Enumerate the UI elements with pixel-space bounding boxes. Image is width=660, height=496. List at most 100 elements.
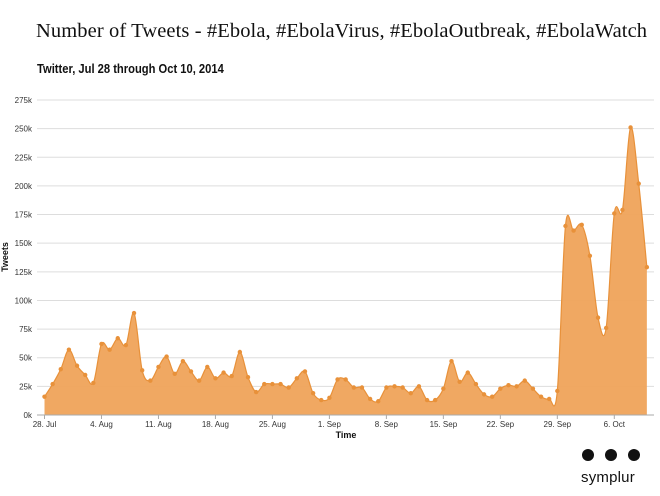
data-point: Jul 31: 57000 (66, 347, 72, 352)
data-point: Aug 20: 34000 (229, 373, 234, 379)
x-tick-label: 6. Oct (604, 420, 626, 429)
data-point: Sep 4: 24000 (351, 385, 357, 390)
data-point: Aug 18: 32000 (213, 376, 218, 381)
data-point: Aug 15: 38000 (188, 369, 194, 374)
chart-subtitle: Twitter, Jul 28 through Oct 10, 2014 (37, 61, 224, 76)
brand-name: symplur (581, 469, 635, 486)
data-point: Aug 12: 51000 (164, 354, 169, 359)
data-point: Sep 9: 25000 (392, 384, 397, 389)
data-point: Sep 27: 16000 (538, 394, 544, 399)
x-tick-label: 8. Sep (375, 420, 399, 429)
series-area-fill (44, 127, 647, 416)
data-point: Aug 21: 55000 (237, 349, 243, 355)
y-tick-label: 50k (19, 354, 33, 363)
data-point: Aug 10: 30000 (148, 378, 153, 383)
y-axis-title: Tweets (0, 242, 10, 272)
data-point: Aug 28: 32000 (294, 376, 300, 381)
data-point: Jul 30: 40000 (58, 366, 63, 372)
data-point: Aug 6: 67000 (115, 336, 120, 341)
y-tick-label: 0k (24, 411, 33, 420)
data-point: Oct 2: 166000 (579, 222, 584, 228)
data-point: Sep 19: 27000 (473, 381, 479, 387)
x-tick-label: 18. Aug (202, 420, 229, 429)
data-point: Aug 19: 37000 (221, 370, 226, 375)
data-point: Aug 2: 35000 (83, 372, 88, 378)
data-point: Sep 11: 19000 (408, 391, 413, 396)
data-point: Sep 21: 16000 (490, 394, 495, 399)
data-point: Sep 17: 29000 (457, 379, 462, 384)
x-tick-label: 11. Aug (145, 420, 172, 429)
data-point: Aug 8: 89000 (131, 310, 137, 316)
data-point: Sep 6: 14000 (367, 396, 373, 402)
data-point: Aug 26: 27000 (278, 381, 283, 387)
data-point: Aug 22: 33000 (245, 375, 251, 380)
data-point: Oct 6: 176000 (612, 211, 617, 216)
data-point: Sep 2: 31000 (335, 377, 340, 382)
y-tick-label: 200k (15, 182, 33, 191)
data-point: Sep 7: 12000 (376, 399, 381, 404)
logo-dot-icon (605, 449, 617, 461)
y-tick-label: 75k (19, 325, 33, 334)
data-point: Sep 10: 24000 (400, 385, 405, 390)
data-point: Oct 8: 251000 (628, 125, 633, 130)
y-tick-label: 250k (15, 125, 33, 134)
data-point: Aug 11: 42000 (156, 364, 161, 370)
data-point: Aug 27: 24000 (286, 385, 291, 390)
x-tick-label: 25. Aug (259, 420, 286, 429)
data-point: Sep 5: 24000 (359, 385, 365, 390)
data-point: Aug 29: 38000 (302, 369, 308, 374)
data-point: Aug 9: 39000 (139, 368, 145, 373)
data-point: Aug 5: 57000 (107, 347, 112, 352)
y-tick-label: 225k (15, 153, 33, 162)
data-point: Sep 20: 18000 (481, 392, 487, 397)
data-point: Sep 14: 13000 (433, 397, 438, 403)
data-point: Sep 29: 21000 (555, 388, 560, 394)
data-point: Aug 3: 28000 (91, 380, 96, 386)
data-point: Oct 1: 161000 (571, 228, 576, 233)
data-point: Aug 31: 13000 (319, 397, 324, 403)
x-tick-label: 1. Sep (318, 420, 342, 429)
data-point: Aug 13: 36000 (172, 371, 177, 376)
data-point: Aug 14: 47000 (180, 358, 186, 364)
data-point: Oct 7: 179000 (620, 207, 625, 213)
data-point: Aug 16: 30000 (196, 378, 202, 383)
data-point: Sep 13: 13000 (424, 397, 430, 403)
y-tick-label: 275k (15, 96, 33, 105)
x-axis-title: Time (336, 430, 357, 440)
data-point: Aug 24: 27000 (262, 381, 267, 387)
data-point: Aug 4: 62000 (99, 341, 104, 347)
data-point: Oct 3: 139000 (587, 253, 593, 258)
y-tick-label: 125k (15, 268, 33, 277)
plot-area (43, 126, 648, 416)
y-tick-label: 175k (15, 211, 33, 220)
data-point: Sep 25: 30000 (522, 378, 527, 383)
y-tick-label: 25k (19, 382, 33, 391)
data-points: Jul 28: 16000 Jul 29: 27000 Jul 30: 40000 J… (42, 125, 650, 404)
data-point: Sep 28: 14000 (546, 396, 552, 402)
x-tick-label: 28. Jul (33, 420, 57, 429)
x-tick-label: 4. Aug (90, 420, 113, 429)
x-tick-label: 15. Sep (430, 420, 458, 429)
logo-dot-icon (628, 449, 640, 461)
data-point: Aug 17: 42000 (205, 364, 210, 370)
data-point: Aug 23: 20000 (253, 389, 259, 395)
axes: 0k 25k 50k 75k 100k 125k 150k 175k 200k 225k 250k 2… (0, 96, 654, 440)
data-point: Sep 16: 47000 (449, 358, 454, 364)
data-point: Sep 1: 15000 (327, 395, 332, 401)
data-point: Oct 9: 202000 (636, 181, 641, 186)
data-point: Sep 24: 25000 (514, 384, 519, 389)
y-tick-label: 100k (15, 296, 33, 305)
chart-title: Number of Tweets - #Ebola, #EbolaVirus, … (36, 20, 648, 42)
data-point: Sep 26: 23000 (530, 386, 536, 391)
x-tick-label: 29. Sep (544, 420, 572, 429)
data-point: Sep 8: 24000 (384, 385, 389, 390)
data-point: Sep 18: 37000 (465, 370, 470, 375)
data-point: Aug 30: 19000 (310, 391, 316, 396)
x-tick-label: 22. Sep (487, 420, 515, 429)
data-point: Aug 25: 27000 (270, 381, 275, 387)
data-point: Sep 22: 23000 (498, 386, 503, 391)
series-line (43, 126, 648, 407)
logo-dot-icon (582, 449, 594, 461)
y-tick-label: 150k (15, 239, 33, 248)
data-point: Sep 23: 26000 (506, 383, 511, 388)
